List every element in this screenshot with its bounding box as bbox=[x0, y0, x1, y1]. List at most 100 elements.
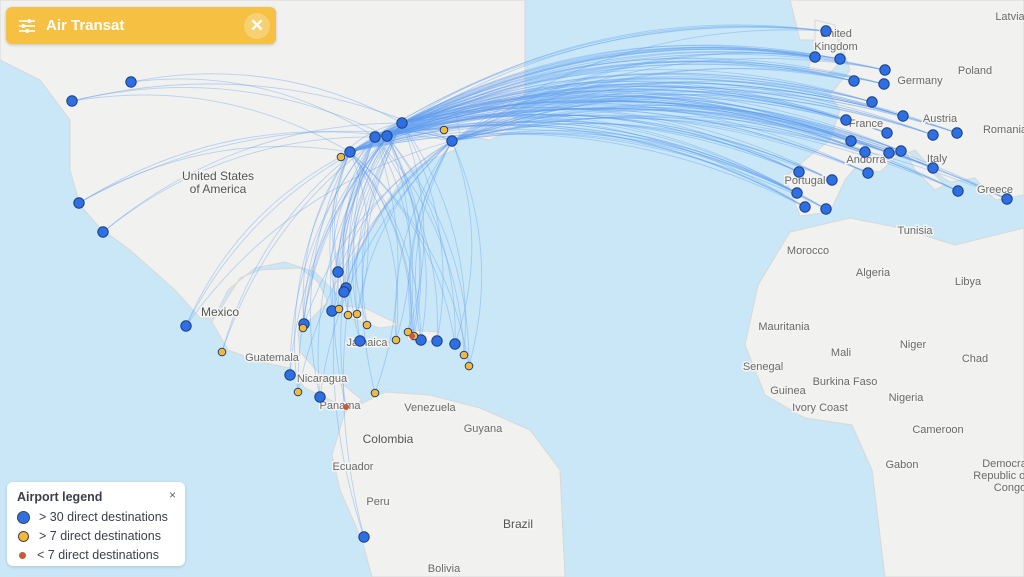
airport-marker-large[interactable] bbox=[284, 369, 296, 381]
airport-marker-large[interactable] bbox=[338, 286, 350, 298]
airport-marker-medium[interactable] bbox=[464, 361, 474, 371]
route-line bbox=[451, 106, 890, 154]
airport-marker-large[interactable] bbox=[840, 114, 852, 126]
map-label: Morocco bbox=[787, 245, 829, 257]
airport-marker-large[interactable] bbox=[66, 95, 78, 107]
airport-marker-medium[interactable] bbox=[343, 310, 353, 320]
map-label: Burkina Faso bbox=[813, 376, 878, 388]
airport-marker-large[interactable] bbox=[97, 226, 109, 238]
airport-marker-large[interactable] bbox=[834, 53, 846, 65]
route-line bbox=[221, 122, 403, 353]
route-line bbox=[386, 114, 800, 173]
airport-marker-medium[interactable] bbox=[298, 323, 308, 333]
route-line bbox=[102, 122, 403, 233]
map-label: Algeria bbox=[856, 267, 891, 279]
airport-marker-large[interactable] bbox=[358, 531, 370, 543]
route-line bbox=[451, 86, 904, 142]
airport-marker-large[interactable] bbox=[859, 146, 871, 158]
airport-marker-medium[interactable] bbox=[459, 350, 469, 360]
airport-marker-large[interactable] bbox=[354, 335, 366, 347]
airports[interactable] bbox=[66, 25, 1013, 543]
route-line bbox=[386, 114, 833, 181]
route-line bbox=[394, 140, 453, 341]
airport-marker-large[interactable] bbox=[927, 162, 939, 174]
airport-marker-large[interactable] bbox=[332, 266, 344, 278]
airport-marker-small[interactable] bbox=[409, 333, 415, 339]
route-line bbox=[374, 99, 866, 153]
airport-marker-large[interactable] bbox=[848, 75, 860, 87]
airport-marker-large[interactable] bbox=[396, 117, 408, 129]
airport-marker-large[interactable] bbox=[344, 146, 356, 158]
airport-marker-large[interactable] bbox=[73, 197, 85, 209]
airport-marker-medium[interactable] bbox=[217, 347, 227, 357]
route-line bbox=[349, 89, 847, 153]
airport-marker-large[interactable] bbox=[791, 187, 803, 199]
route-line bbox=[386, 135, 456, 345]
airport-marker-large[interactable] bbox=[897, 110, 909, 122]
route-line bbox=[451, 140, 483, 367]
airport-marker-large[interactable] bbox=[952, 185, 964, 197]
airline-filter-bar[interactable]: Air Transat ✕ bbox=[6, 7, 276, 44]
airport-marker-large[interactable] bbox=[879, 64, 891, 76]
airport-marker-large[interactable] bbox=[881, 127, 893, 139]
route-line bbox=[451, 67, 885, 142]
airport-marker-large[interactable] bbox=[820, 25, 832, 37]
airport-marker-medium[interactable] bbox=[334, 304, 344, 314]
route-line bbox=[289, 136, 376, 376]
airport-marker-large[interactable] bbox=[369, 131, 381, 143]
airport-marker-medium[interactable] bbox=[439, 125, 449, 135]
route-line bbox=[303, 140, 453, 325]
airport-marker-large[interactable] bbox=[895, 145, 907, 157]
airport-marker-large[interactable] bbox=[809, 51, 821, 63]
airport-marker-medium[interactable] bbox=[293, 387, 303, 397]
airport-marker-large[interactable] bbox=[826, 174, 838, 186]
route-line bbox=[349, 133, 806, 208]
route-line bbox=[401, 92, 890, 154]
airport-marker-large[interactable] bbox=[799, 201, 811, 213]
airport-marker-large[interactable] bbox=[446, 135, 458, 147]
map-label: Panama bbox=[320, 400, 362, 412]
airport-marker-large[interactable] bbox=[793, 166, 805, 178]
route-line bbox=[361, 122, 403, 394]
airport-marker-large[interactable] bbox=[845, 135, 857, 147]
airport-marker-large[interactable] bbox=[314, 391, 326, 403]
airport-marker-medium[interactable] bbox=[336, 152, 346, 162]
legend-close-button[interactable]: × bbox=[168, 488, 176, 502]
airport-marker-large[interactable] bbox=[927, 129, 939, 141]
airport-marker-large[interactable] bbox=[431, 335, 443, 347]
route-line bbox=[349, 105, 866, 153]
airport-marker-large[interactable] bbox=[1001, 193, 1013, 205]
route-line bbox=[349, 151, 470, 367]
route-line bbox=[386, 135, 411, 341]
airport-legend: Airport legend × > 30 direct destination… bbox=[7, 482, 185, 566]
map-label: Cameroon bbox=[912, 424, 963, 436]
map-label: Venezuela bbox=[404, 402, 456, 414]
route-line bbox=[302, 151, 351, 325]
airport-marker-large[interactable] bbox=[381, 130, 393, 142]
route-line bbox=[386, 101, 934, 169]
airport-marker-medium[interactable] bbox=[362, 320, 372, 330]
airport-marker-medium[interactable] bbox=[352, 309, 362, 319]
route-line bbox=[401, 81, 847, 124]
airport-marker-large[interactable] bbox=[883, 147, 895, 159]
airport-marker-large[interactable] bbox=[449, 338, 461, 350]
route-line bbox=[374, 121, 798, 194]
route-line bbox=[374, 107, 959, 192]
airport-marker-small[interactable] bbox=[343, 404, 349, 410]
airport-marker-large[interactable] bbox=[862, 167, 874, 179]
airport-marker-medium[interactable] bbox=[370, 388, 380, 398]
sliders-icon[interactable] bbox=[19, 18, 35, 33]
airport-marker-medium[interactable] bbox=[391, 335, 401, 345]
airport-marker-large[interactable] bbox=[820, 203, 832, 215]
airport-marker-large[interactable] bbox=[415, 334, 427, 346]
airport-marker-large[interactable] bbox=[878, 78, 890, 90]
map-label: Libya bbox=[955, 276, 982, 288]
airport-marker-large[interactable] bbox=[125, 76, 137, 88]
route-line bbox=[185, 151, 351, 327]
route-line bbox=[374, 85, 934, 138]
airport-marker-large[interactable] bbox=[180, 320, 192, 332]
airport-marker-large[interactable] bbox=[951, 127, 963, 139]
close-icon[interactable]: ✕ bbox=[244, 12, 270, 39]
airport-marker-large[interactable] bbox=[866, 96, 878, 108]
